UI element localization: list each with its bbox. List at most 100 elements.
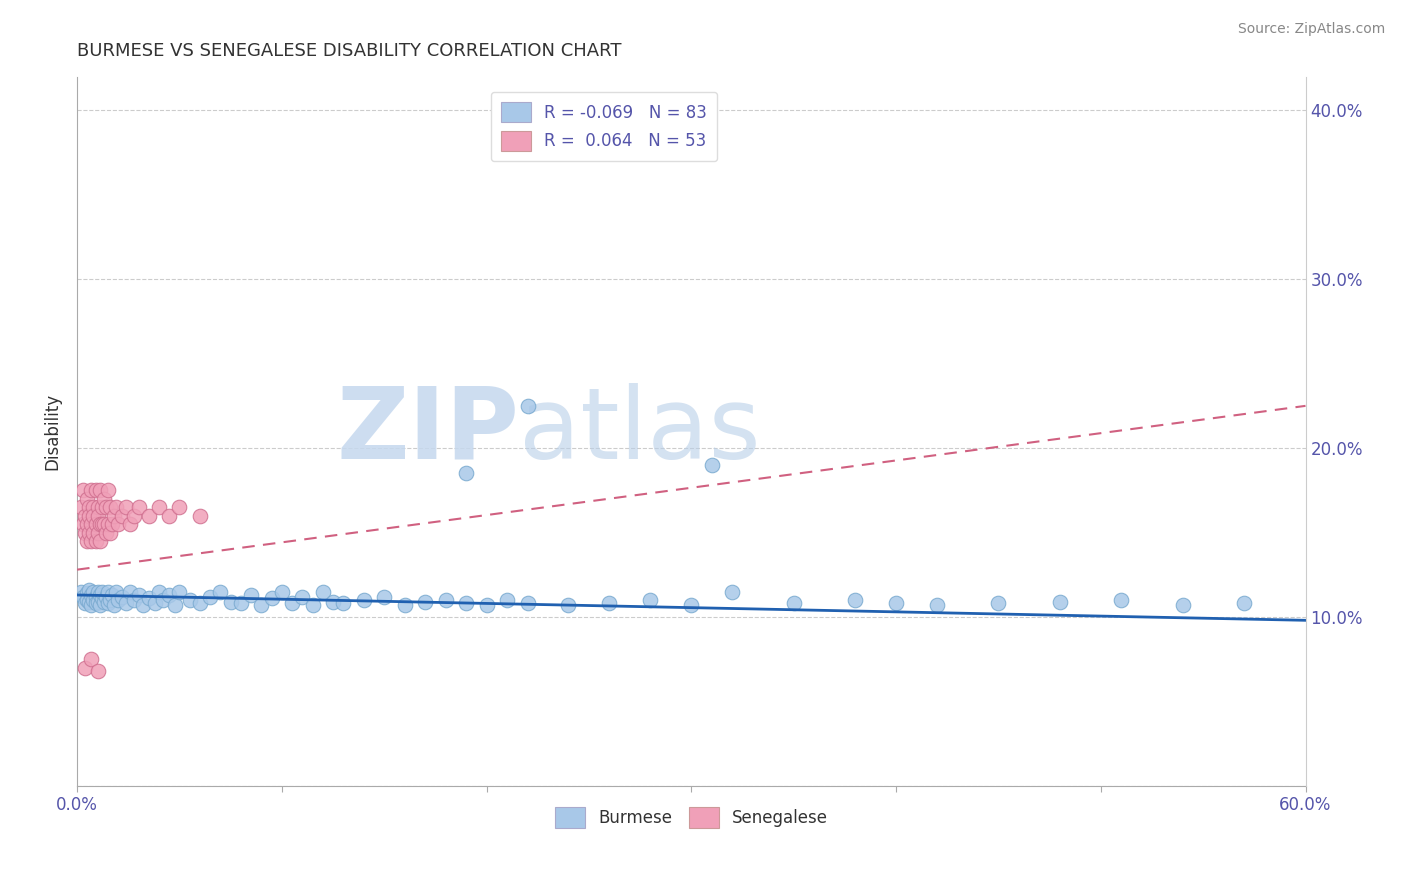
Point (93, 491, 115, 506)
Point (80, 517, 103, 532)
Point (76, 533, 98, 548)
Point (94, 525, 117, 540)
Point (219, 595, 242, 609)
Point (84, 533, 107, 548)
Point (75, 525, 97, 540)
Point (79, 582, 101, 597)
Point (884, 596, 907, 610)
Point (270, 584, 292, 599)
Point (79, 525, 101, 540)
Point (86, 525, 108, 540)
Point (516, 596, 538, 610)
Point (700, 458, 723, 472)
Text: BURMESE VS SENEGALESE DISABILITY CORRELATION CHART: BURMESE VS SENEGALESE DISABILITY CORRELA… (77, 42, 621, 60)
Point (79, 500, 101, 515)
Point (90, 500, 112, 515)
Point (115, 596, 138, 610)
Point (84, 517, 107, 532)
Point (86, 664, 108, 678)
Point (120, 517, 142, 532)
Point (1109, 593, 1132, 607)
Point (111, 590, 134, 604)
Point (89, 533, 111, 548)
Y-axis label: Disability: Disability (44, 392, 60, 470)
Point (456, 467, 478, 481)
Point (157, 508, 180, 523)
Point (103, 508, 125, 523)
Point (198, 590, 221, 604)
Point (93, 595, 115, 609)
Point (169, 500, 191, 515)
Point (101, 588, 124, 602)
Point (97, 517, 120, 532)
Point (152, 593, 174, 607)
Point (98, 525, 121, 540)
Point (75, 508, 97, 523)
Point (782, 596, 804, 610)
Point (82, 584, 104, 599)
Point (82, 508, 104, 523)
Point (84, 596, 107, 610)
Point (94, 590, 117, 604)
Point (516, 399, 538, 413)
Point (72, 590, 94, 604)
Point (80, 483, 103, 498)
Point (1233, 596, 1256, 610)
Point (1049, 595, 1071, 609)
Point (188, 508, 211, 523)
Point (456, 596, 478, 610)
Text: atlas: atlas (519, 383, 761, 480)
Point (103, 598, 125, 612)
Point (86, 508, 108, 523)
Point (70, 584, 93, 599)
Point (721, 584, 744, 599)
Point (80, 588, 103, 602)
Point (260, 591, 283, 606)
Point (79, 595, 101, 609)
Point (79, 508, 101, 523)
Point (332, 596, 354, 610)
Point (394, 598, 416, 612)
Point (312, 584, 335, 599)
Point (250, 598, 273, 612)
Text: ZIP: ZIP (336, 383, 519, 480)
Point (138, 591, 160, 606)
Point (322, 595, 344, 609)
Point (86, 500, 108, 515)
Point (148, 500, 170, 515)
Point (93, 517, 115, 532)
Point (107, 593, 129, 607)
Point (89, 598, 111, 612)
Point (240, 588, 263, 602)
Point (80, 533, 103, 548)
Point (89, 483, 111, 498)
Point (188, 596, 211, 610)
Point (97, 584, 120, 599)
Point (640, 593, 662, 607)
Point (598, 596, 620, 610)
Point (165, 598, 187, 612)
Point (496, 593, 519, 607)
Point (373, 590, 395, 604)
Point (148, 584, 170, 599)
Point (76, 491, 98, 506)
Point (131, 598, 153, 612)
Point (301, 598, 323, 612)
Point (987, 596, 1010, 610)
Point (101, 517, 124, 532)
Point (84, 483, 107, 498)
Point (111, 508, 134, 523)
Point (76, 586, 98, 600)
Point (84, 590, 107, 604)
Point (80, 652, 103, 666)
Point (413, 595, 436, 609)
Point (104, 500, 127, 515)
Point (281, 596, 304, 610)
Point (120, 584, 142, 599)
Point (179, 593, 201, 607)
Point (209, 584, 232, 599)
Point (124, 593, 146, 607)
Point (76, 593, 98, 607)
Text: Source: ZipAtlas.com: Source: ZipAtlas.com (1237, 22, 1385, 37)
Point (98, 593, 121, 607)
